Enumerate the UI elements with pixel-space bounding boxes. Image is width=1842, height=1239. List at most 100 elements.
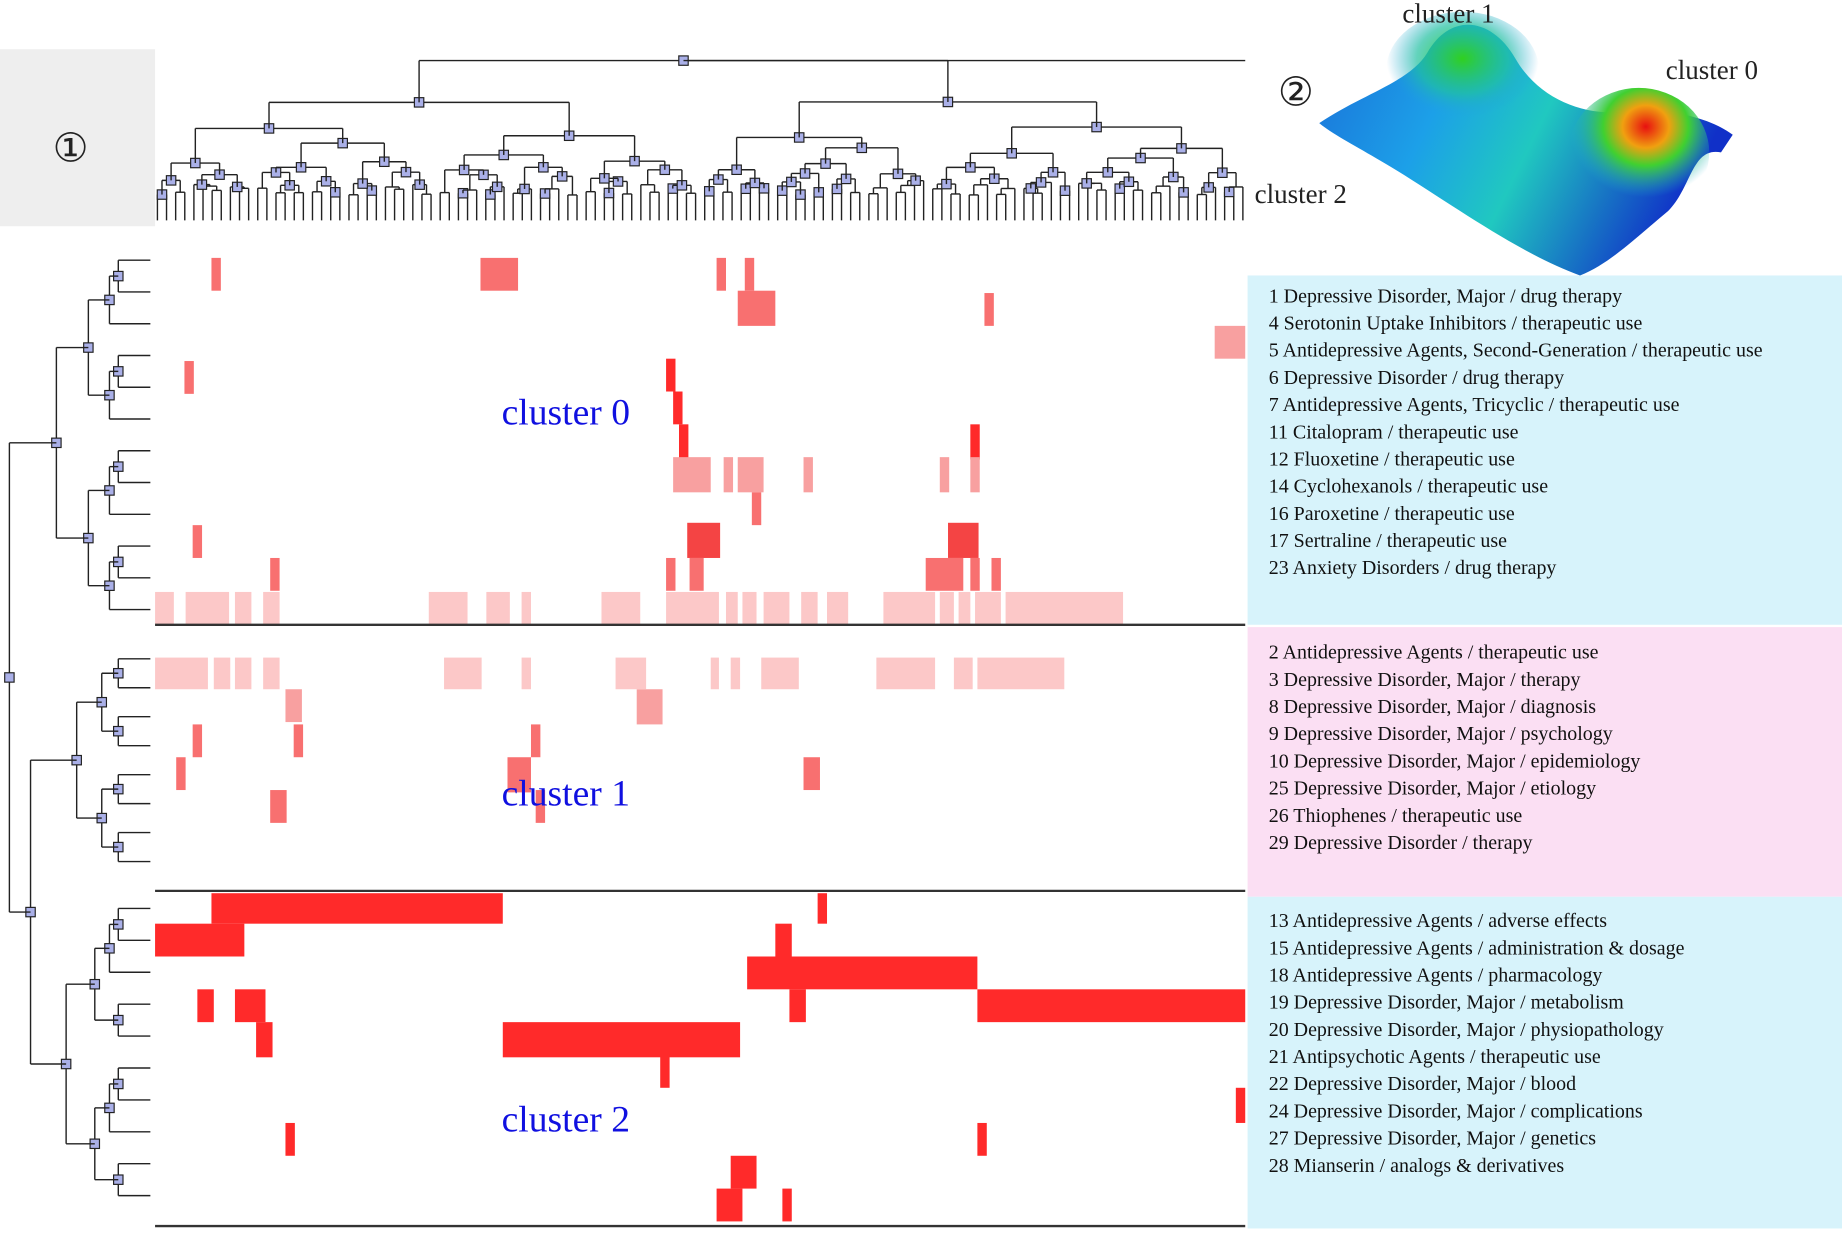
- heat-cell: [428, 591, 468, 625]
- heat-cell: [801, 591, 818, 625]
- heat-cell: [184, 361, 194, 394]
- heat-cell: [535, 790, 546, 823]
- term: 21 Antipsychotic Agents / therapeutic us…: [1269, 1046, 1601, 1068]
- heat-cell: [666, 358, 676, 392]
- heat-cell: [782, 1188, 792, 1222]
- heat-cell: [725, 591, 738, 625]
- heat-cell: [155, 657, 208, 690]
- heat-cell: [211, 893, 503, 924]
- heat-cell: [948, 522, 979, 558]
- heat-cell: [939, 457, 950, 493]
- term-box: [1247, 275, 1842, 625]
- heat-cell: [687, 522, 721, 558]
- panel-1-box: [0, 49, 156, 227]
- heat-cell: [730, 657, 741, 690]
- heat-cell: [270, 790, 287, 823]
- heat-cell: [939, 591, 954, 625]
- term-box: [1247, 627, 1842, 897]
- term: 22 Depressive Disorder, Major / blood: [1269, 1073, 1576, 1095]
- heat-cell: [285, 1122, 295, 1156]
- cluster-label: cluster 2: [502, 1100, 630, 1141]
- heat-cell: [176, 757, 186, 791]
- heat-cell: [763, 591, 790, 625]
- heat-cell: [827, 591, 849, 625]
- heat-cell: [486, 591, 510, 625]
- heat-cell: [480, 257, 519, 291]
- heat-cell: [636, 689, 663, 725]
- heat-cell: [197, 989, 214, 1023]
- node: [4, 672, 15, 683]
- heat-cell: [211, 257, 221, 291]
- term: 2 Antidepressive Agents / therapeutic us…: [1269, 642, 1599, 664]
- term: 15 Antidepressive Agents / administratio…: [1269, 937, 1685, 959]
- surface: [1319, 11, 1733, 276]
- heat-cell: [970, 557, 980, 591]
- term: 23 Anxiety Disorders / drug therapy: [1269, 557, 1557, 579]
- peak-label: cluster 1: [1402, 0, 1494, 29]
- heat-cell: [803, 757, 820, 791]
- heat-cell: [530, 724, 541, 758]
- term: 28 Mianserin / analogs & derivatives: [1269, 1155, 1565, 1177]
- heat-cell: [977, 989, 1246, 1023]
- heat-cell: [234, 657, 252, 690]
- heat-cell: [615, 657, 647, 690]
- heat-cell: [761, 657, 799, 690]
- term: 1 Depressive Disorder, Major / drug ther…: [1269, 285, 1622, 307]
- heat-cell: [716, 257, 726, 291]
- heat-cell: [775, 923, 792, 957]
- heat-cell: [737, 457, 764, 493]
- heat-cell: [234, 591, 252, 625]
- term: 20 Depressive Disorder, Major / physiopa…: [1269, 1019, 1664, 1041]
- panel-1-label: ①: [53, 126, 89, 171]
- term: 25 Depressive Disorder, Major / etiology: [1269, 778, 1596, 800]
- left-dendrogram: [4, 259, 151, 1197]
- heat-cell: [192, 525, 203, 558]
- heat-cell: [192, 724, 203, 758]
- heat-cell: [263, 657, 280, 690]
- heat-cell: [521, 657, 531, 690]
- term: 14 Cyclohexanols / therapeutic use: [1269, 476, 1549, 498]
- term: 19 Depressive Disorder, Major / metaboli…: [1269, 992, 1625, 1014]
- heat-cell: [601, 591, 641, 625]
- heat-cell: [977, 657, 1065, 690]
- term: 24 Depressive Disorder, Major / complica…: [1269, 1100, 1643, 1122]
- heat-cell: [747, 956, 978, 990]
- term: 17 Sertraline / therapeutic use: [1269, 530, 1507, 552]
- heat-cell: [883, 591, 936, 625]
- term: 27 Depressive Disorder, Major / genetics: [1269, 1128, 1597, 1150]
- top-dendrogram: [156, 55, 1246, 221]
- term: 8 Depressive Disorder, Major / diagnosis: [1269, 696, 1597, 718]
- heat-cell: [1005, 591, 1124, 625]
- term: 4 Serotonin Uptake Inhibitors / therapeu…: [1269, 313, 1643, 335]
- heat-cell: [285, 689, 302, 723]
- heat-cell: [185, 591, 230, 625]
- heat-cell: [975, 591, 1001, 625]
- term: 12 Fluoxetine / therapeutic use: [1269, 448, 1515, 470]
- heat-cell: [970, 424, 980, 460]
- heat-cell: [742, 591, 757, 625]
- heat-cell: [660, 1054, 670, 1088]
- heat-cell: [744, 257, 755, 291]
- heatmap: [155, 257, 1246, 1222]
- heat-cell: [977, 1122, 987, 1156]
- heat-cell: [673, 457, 711, 493]
- heat-cell: [270, 557, 280, 591]
- heat-cell: [234, 989, 266, 1023]
- term: 13 Antidepressive Agents / adverse effec…: [1269, 910, 1608, 932]
- heat-cell: [666, 591, 719, 625]
- heat-cell: [716, 1188, 743, 1222]
- term: 3 Depressive Disorder, Major / therapy: [1269, 669, 1581, 691]
- heat-cell: [155, 591, 174, 625]
- heat-cell: [256, 1022, 273, 1058]
- heat-cell: [444, 657, 482, 690]
- term: 10 Depressive Disorder, Major / epidemio…: [1269, 750, 1641, 772]
- heat-cell: [293, 724, 304, 758]
- term: 11 Citalopram / therapeutic use: [1269, 421, 1519, 443]
- term-box: [1247, 896, 1842, 1229]
- heat-cell: [737, 290, 776, 326]
- heat-cell: [679, 424, 689, 460]
- heat-cell: [689, 557, 704, 591]
- peak-label: cluster 2: [1255, 179, 1347, 209]
